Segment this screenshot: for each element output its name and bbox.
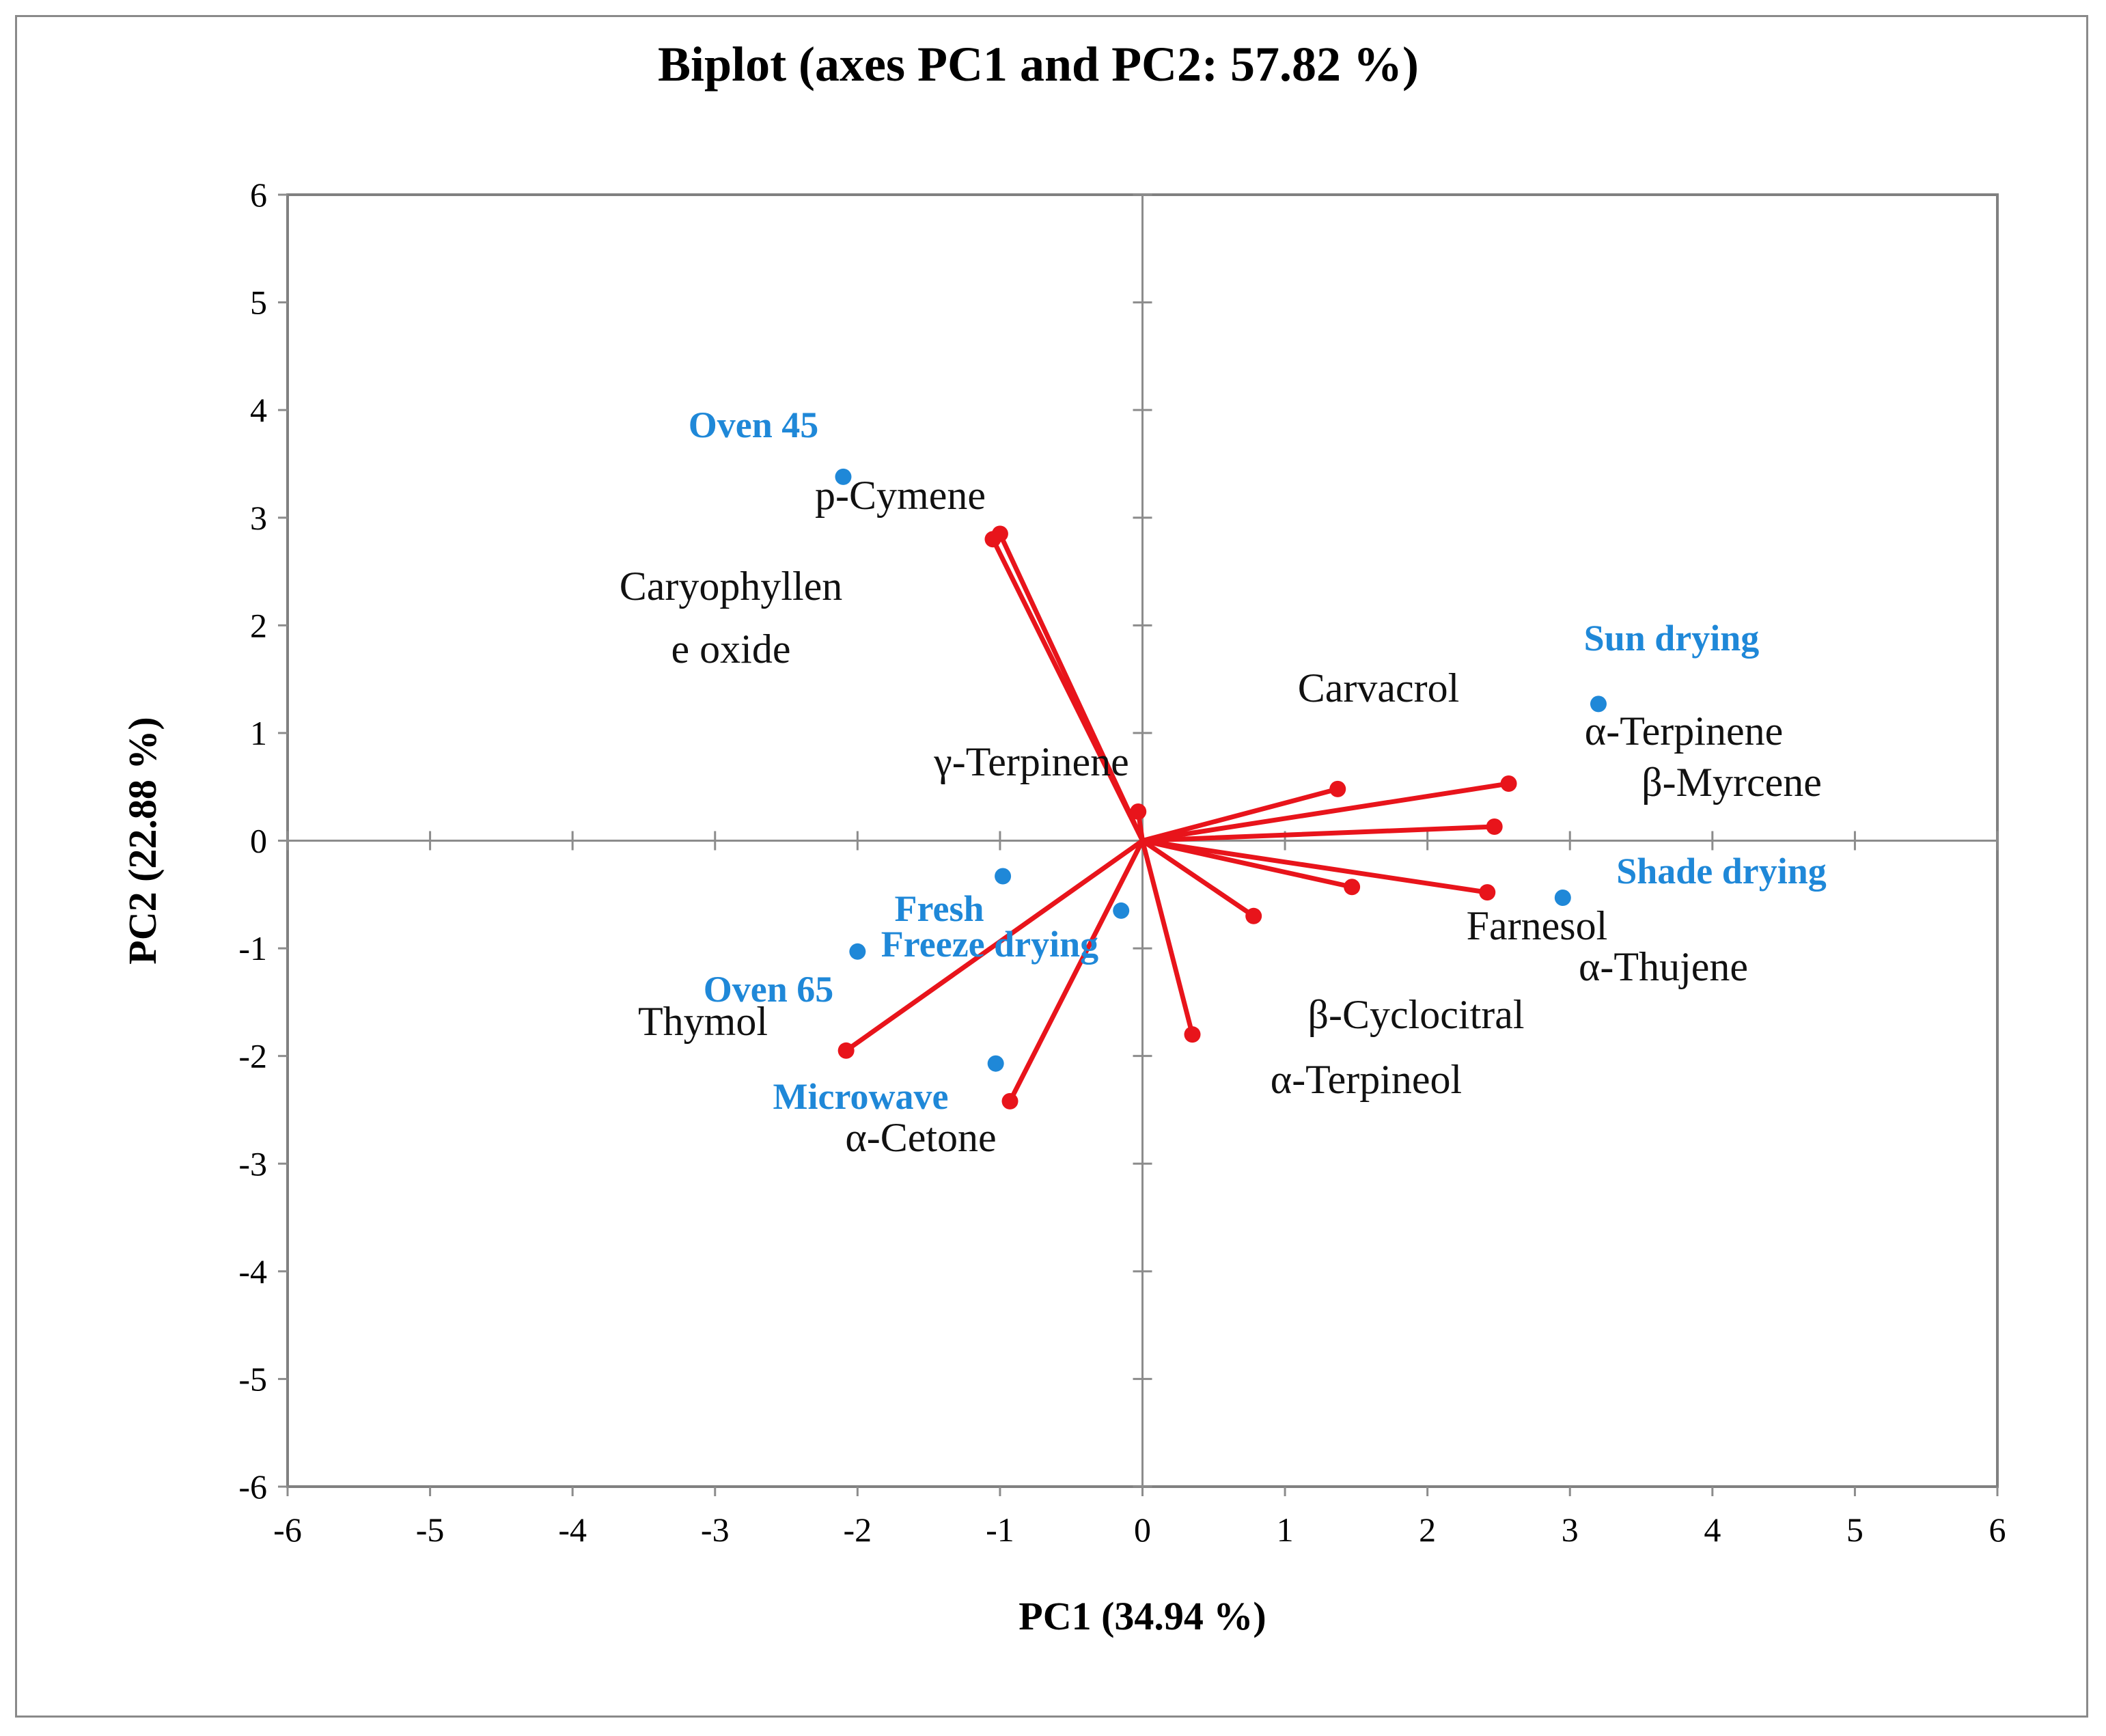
point-freeze-drying	[1113, 902, 1130, 919]
observation-label-oven-65: Oven 65	[704, 969, 834, 1010]
observation-label-freeze-drying: Freeze drying	[881, 924, 1098, 965]
y-tick-label: -3	[238, 1144, 267, 1183]
observation-labels: Oven 45 Sun drying Shade drying FreshFreeze…	[689, 404, 1827, 1117]
point-shade-drying	[1554, 890, 1571, 907]
vector-thujene	[1140, 838, 1490, 895]
variable-label-caryophyllen: Caryophyllen	[620, 564, 843, 609]
variable-label-p-cymene: p-Cymene	[815, 473, 986, 518]
variable-label-terpineol: α-Terpineol	[1271, 1057, 1462, 1102]
y-tick-labels: -6 -5 -4 -3 -2 -1 0 1 2 3 4 5 6	[238, 176, 267, 1506]
observation-label-sun-drying: Sun drying	[1584, 618, 1760, 659]
vector-tip-carvacrol	[1329, 780, 1346, 797]
variable-label-e-oxide: e oxide	[671, 626, 791, 672]
x-tick-label: -4	[558, 1511, 587, 1549]
y-tick-label: -6	[238, 1468, 267, 1506]
x-tick-label: -2	[844, 1511, 872, 1549]
point-microwave	[987, 1055, 1004, 1072]
observation-label-shade-drying: Shade drying	[1616, 851, 1827, 892]
variable-label-terpinene: γ-Terpinene	[933, 739, 1129, 784]
vector-cyclocitral	[1140, 838, 1256, 919]
vector-tip-terpinene	[1500, 775, 1517, 792]
vector-carvacrol	[1140, 786, 1340, 843]
observation-points	[835, 468, 1607, 1072]
x-tick-label: 5	[1846, 1511, 1863, 1549]
vector-myrcene	[1140, 824, 1497, 843]
vector-tip-thymol	[837, 1042, 855, 1059]
point-oven-65	[849, 943, 866, 960]
vector-tip-farnesol	[1344, 879, 1361, 896]
x-tick-label: 6	[1989, 1511, 2006, 1549]
y-tick-label: 1	[250, 714, 267, 752]
vector-tip-thujene	[1479, 884, 1496, 901]
vector-farnesol	[1140, 838, 1355, 890]
figure-frame	[15, 15, 2088, 1718]
vector-caryophyllene-oxide	[990, 536, 1145, 843]
vector-tip-cetone	[1001, 1092, 1019, 1110]
variable-label-farnesol: Farnesol	[1467, 903, 1608, 948]
variable-labels: p-Cymene Caryophyllen e oxide γ-Terpinene Ca…	[620, 473, 1822, 1160]
x-tick-label: -6	[273, 1511, 302, 1549]
x-axis-label: PC1 (34.94 %)	[1019, 1594, 1266, 1638]
y-tick-label: 4	[250, 391, 267, 429]
observation-label-microwave: Microwave	[773, 1076, 949, 1117]
variable-label-cetone: α-Cetone	[845, 1115, 996, 1160]
y-tick-label: -2	[238, 1037, 267, 1075]
y-tick-label: 3	[250, 499, 267, 537]
y-tick-label: 0	[250, 822, 267, 860]
y-tick-label: 6	[250, 176, 267, 214]
x-tick-labels: -6 -5 -4 -3 -2 -1 0 1 2 3 4 5 6	[273, 1511, 2006, 1549]
y-tick-label: -4	[238, 1252, 267, 1291]
chart-title: Biplot (axes PC1 and PC2: 57.82 %)	[658, 37, 1419, 92]
x-tick-label: 1	[1277, 1511, 1294, 1549]
vector-tip-cyclocitral	[1245, 907, 1262, 924]
vector-tip-terpineol	[1184, 1026, 1201, 1043]
y-tick-label: 5	[250, 284, 267, 322]
y-axis-label: PC2 (22.88 %)	[120, 717, 165, 964]
vector-thymol	[844, 838, 1145, 1053]
vector-terpinene	[1140, 781, 1512, 843]
variable-label-thujene: α-Thujene	[1579, 944, 1748, 989]
observation-label-oven-45: Oven 45	[689, 404, 819, 445]
y-tick-label: -5	[238, 1360, 267, 1398]
vector-tip-myrcene	[1486, 818, 1503, 836]
variable-vectors	[837, 525, 1517, 1110]
y-tick-label: 2	[250, 606, 267, 644]
point-fresh	[995, 868, 1012, 885]
vector-cetone	[1008, 838, 1145, 1104]
vector-tip-terpinene	[1130, 803, 1147, 820]
tick-marks	[278, 193, 1999, 1496]
variable-label-myrcene: β-Myrcene	[1641, 760, 1822, 805]
x-tick-label: 2	[1419, 1511, 1436, 1549]
x-tick-label: 3	[1562, 1511, 1579, 1549]
x-tick-label: -5	[416, 1511, 445, 1549]
observation-label-fresh: Fresh	[895, 888, 984, 929]
variable-label-terpinene: α-Terpinene	[1585, 708, 1783, 754]
variable-label-thymol: Thymol	[638, 999, 768, 1044]
vector-terpineol	[1140, 838, 1195, 1037]
variable-label-carvacrol: Carvacrol	[1298, 665, 1460, 711]
x-tick-label: 0	[1134, 1511, 1151, 1549]
vector-tip-caryophyllene-oxide	[984, 531, 1001, 548]
variable-label-cyclocitral: β-Cyclocitral	[1307, 992, 1524, 1037]
x-tick-label: -1	[986, 1511, 1014, 1549]
point-oven-45	[835, 468, 852, 485]
point-sun-drying	[1590, 695, 1607, 713]
y-tick-label: -1	[238, 929, 267, 967]
x-tick-label: 4	[1704, 1511, 1721, 1549]
x-tick-label: -3	[701, 1511, 730, 1549]
